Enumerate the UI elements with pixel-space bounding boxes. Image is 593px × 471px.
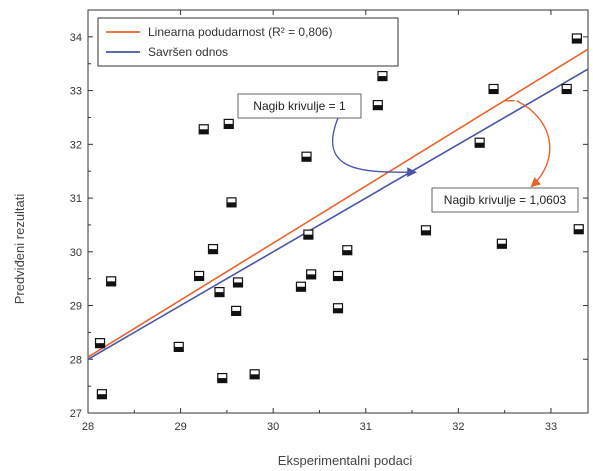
legend-label-perfect: Savršen odnos bbox=[148, 45, 228, 59]
y-tick-label: 34 bbox=[70, 32, 82, 44]
data-point bbox=[561, 83, 572, 95]
data-point bbox=[372, 100, 383, 111]
data-point bbox=[496, 238, 507, 249]
point-marker-fill bbox=[377, 76, 387, 81]
data-point bbox=[194, 270, 205, 282]
y-tick-label: 31 bbox=[70, 193, 82, 205]
point-marker-fill bbox=[574, 229, 584, 234]
point-marker-fill bbox=[174, 346, 184, 352]
data-point bbox=[106, 276, 117, 287]
point-marker-fill bbox=[233, 282, 243, 287]
plot-frame bbox=[87, 9, 589, 414]
point-marker-fill bbox=[231, 310, 241, 316]
y-tick-label: 33 bbox=[70, 86, 82, 98]
point-marker-fill bbox=[306, 274, 316, 279]
annotation-box-slope-2 bbox=[431, 187, 579, 213]
legend: Linearna podudarnost (R² = 0,806) Savršen… bbox=[97, 17, 399, 67]
x-tick-label: 31 bbox=[360, 421, 372, 433]
data-point bbox=[226, 197, 237, 208]
x-tick-label: 30 bbox=[267, 421, 279, 433]
x-axis-title: Eksperimentalni podaci bbox=[278, 453, 413, 468]
point-marker-fill bbox=[303, 234, 313, 240]
y-axis-title: Predviđeni rezultati bbox=[12, 194, 27, 305]
data-points bbox=[94, 33, 584, 400]
data-point bbox=[474, 137, 485, 148]
y-tick-label: 32 bbox=[70, 139, 82, 151]
x-tick-label: 29 bbox=[174, 421, 186, 433]
point-marker-fill bbox=[333, 308, 343, 313]
perfect-relation-line bbox=[87, 68, 589, 360]
point-marker-fill bbox=[227, 202, 237, 207]
data-point bbox=[301, 151, 312, 162]
point-marker-fill bbox=[95, 343, 105, 348]
point-marker-fill bbox=[208, 249, 218, 254]
annotation-box-slope-1 bbox=[237, 93, 362, 119]
point-marker-fill bbox=[475, 142, 485, 148]
y-tick-label: 29 bbox=[70, 301, 82, 313]
point-marker-fill bbox=[296, 286, 306, 292]
x-tick-label: 32 bbox=[452, 421, 464, 433]
point-marker-fill bbox=[214, 292, 224, 297]
data-point bbox=[173, 341, 184, 353]
point-marker-fill bbox=[199, 129, 209, 134]
data-point bbox=[207, 244, 219, 255]
point-marker-fill bbox=[97, 394, 107, 399]
data-point bbox=[303, 229, 314, 240]
data-point bbox=[342, 245, 353, 256]
point-marker-fill bbox=[373, 105, 383, 110]
data-point bbox=[214, 287, 225, 298]
point-marker-fill bbox=[572, 38, 582, 43]
data-point bbox=[231, 305, 242, 317]
data-point bbox=[571, 33, 582, 44]
data-point bbox=[420, 225, 432, 236]
point-marker-fill bbox=[224, 123, 234, 129]
x-tick-label: 28 bbox=[82, 421, 94, 433]
annotation-slope-1: Nagib krivulje = 1 bbox=[253, 99, 346, 113]
point-marker-fill bbox=[194, 275, 204, 281]
annotations: Nagib krivulje = 1 Nagib krivulje = 1,060… bbox=[237, 93, 579, 213]
legend-label-linear: Linearna podudarnost (R² = 0,806) bbox=[148, 25, 332, 39]
x-tick-label: 33 bbox=[545, 421, 557, 433]
data-point bbox=[94, 338, 106, 349]
point-marker-fill bbox=[342, 250, 352, 255]
data-point bbox=[332, 303, 344, 314]
point-marker-fill bbox=[333, 275, 343, 281]
point-marker-fill bbox=[302, 156, 312, 162]
data-point bbox=[332, 270, 344, 282]
point-marker-fill bbox=[497, 243, 507, 249]
annotation-slope-2: Nagib krivulje = 1,0603 bbox=[444, 193, 567, 207]
point-marker-fill bbox=[489, 88, 499, 94]
point-marker-fill bbox=[562, 88, 572, 94]
data-point bbox=[96, 389, 107, 400]
data-point bbox=[232, 277, 244, 288]
data-point bbox=[223, 118, 234, 130]
y-tick-label: 28 bbox=[70, 354, 82, 366]
point-marker-fill bbox=[421, 230, 431, 235]
data-point bbox=[198, 124, 209, 135]
data-point bbox=[573, 224, 584, 235]
y-tick-label: 30 bbox=[70, 247, 82, 259]
point-marker-fill bbox=[250, 374, 260, 379]
legend-box bbox=[97, 17, 399, 67]
data-point bbox=[377, 70, 388, 82]
data-point bbox=[217, 372, 228, 384]
data-point bbox=[249, 369, 260, 380]
point-marker-fill bbox=[106, 281, 116, 286]
annotation-arrow-slope-1 bbox=[331, 117, 418, 178]
annotation-arrow-slope-2 bbox=[516, 100, 551, 188]
data-point bbox=[306, 269, 317, 280]
point-marker-fill bbox=[217, 378, 227, 383]
data-point bbox=[295, 281, 307, 292]
y-tick-label: 27 bbox=[70, 408, 82, 420]
data-point bbox=[488, 83, 499, 95]
